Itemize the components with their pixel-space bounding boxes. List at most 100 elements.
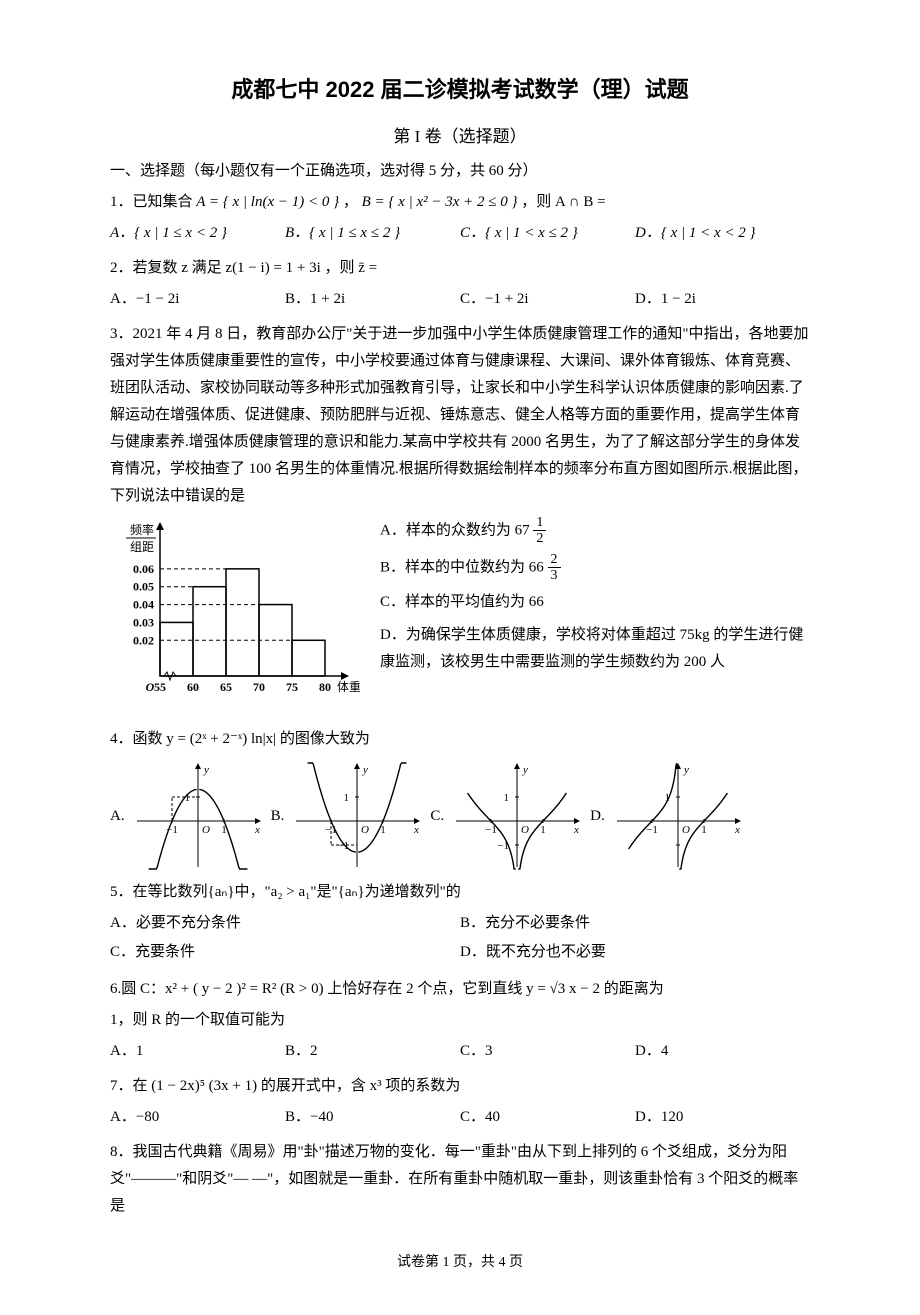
q3-opt-c: C．样本的平均值约为 66 [380,589,810,616]
question-7: 7．在 (1 − 2x)⁵ (3x + 1) 的展开式中，含 x³ 项的系数为 … [110,1073,810,1131]
q2-options: A．−1 − 2i B．1 + 2i C．−1 + 2i D．1 − 2i [110,286,810,313]
q5-opt-b: B．充分不必要条件 [460,910,810,937]
question-5: 5．在等比数列{aₙ}中，"a₂ > a₁"是"{aₙ}为递增数列"的 A．必要… [110,879,810,968]
q6-opt-c: C．3 [460,1038,635,1065]
q4-label-b: B. [271,803,285,830]
q2-opt-c: C．−1 + 2i [460,286,635,313]
q1-sep: ， [343,194,358,210]
q5-text: 5．在等比数列{aₙ}中，"a₂ > a₁"是"{aₙ}为递增数列"的 [110,879,810,906]
page-footer: 试卷第 1 页，共 4 页 [110,1250,810,1275]
q3-options: A．样本的众数约为 67 12 B．样本的中位数约为 66 23 C．样本的平均… [380,516,810,716]
svg-text:1: 1 [701,824,707,836]
q3-histogram: 频率组距0.020.030.040.050.06556065707580O体重/… [110,516,360,716]
q4-label-c: C. [430,803,444,830]
q7-opt-b: B．−40 [285,1104,460,1131]
q7-opt-a: A．−80 [110,1104,285,1131]
q1-opt-c: C．{ x | 1 < x ≤ 2 } [460,220,635,247]
q3-opt-b: B．样本的中位数约为 66 23 [380,553,810,583]
q1-opt-d: D．{ x | 1 < x < 2 } [635,220,810,247]
q2-text: 2．若复数 z 满足 z(1 − i) = 1 + 3i ，则 z̄ = [110,255,810,282]
exam-subtitle: 第 I 卷（选择题） [110,122,810,153]
q1-set-a: A = { x | ln(x − 1) < 0 } [196,194,339,210]
q5-opt-d: D．既不充分也不必要 [460,939,810,966]
svg-text:y: y [362,764,368,776]
q1-pre: 1．已知集合 [110,194,196,210]
q4-graph-b: yxO−111−1 [292,761,422,871]
q6-line1: 6.圆 C：x² + ( y − 2 )² = R² (R > 0) 上恰好存在… [110,976,810,1003]
q6-opt-d: D．4 [635,1038,810,1065]
svg-text:0.02: 0.02 [133,633,154,647]
q4-label-a: A. [110,803,125,830]
question-1: 1．已知集合 A = { x | ln(x − 1) < 0 } ， B = {… [110,189,810,247]
q2-opt-b: B．1 + 2i [285,286,460,313]
q3-opt-a: A．样本的众数约为 67 12 [380,516,810,546]
svg-text:y: y [522,764,528,776]
svg-text:频率: 频率 [130,522,154,537]
q3-opt-d: D．为确保学生体质健康，学校将对体重超过 75kg 的学生进行健康监测，该校男生… [380,622,810,676]
svg-text:O: O [202,824,210,836]
q4-text: 4．函数 y = (2ˣ + 2⁻ˣ) ln|x| 的图像大致为 [110,726,810,753]
q3-opt-a-frac: 12 [533,516,546,546]
q7-opt-c: C．40 [460,1104,635,1131]
q1-text: 1．已知集合 A = { x | ln(x − 1) < 0 } ， B = {… [110,189,810,216]
svg-text:组距: 组距 [130,540,154,554]
question-3: 3．2021 年 4 月 8 日，教育部办公厅"关于进一步加强中小学生体质健康管… [110,321,810,716]
q3-opt-a-int: 67 [515,523,530,539]
svg-text:0.05: 0.05 [133,580,154,594]
question-8: 8．我国古代典籍《周易》用"卦"描述万物的变化．每一"重卦"由从下到上排列的 6… [110,1139,810,1220]
exam-title: 成都七中 2022 届二诊模拟考试数学（理）试题 [110,70,810,110]
svg-text:O: O [682,824,690,836]
q3-opt-b-pre: B．样本的中位数约为 [380,559,525,575]
svg-text:x: x [254,824,260,836]
q3-opt-b-frac: 23 [548,553,561,583]
q4-graph-c: yxO−111−1 [452,761,582,871]
svg-text:y: y [203,764,209,776]
svg-text:O: O [361,824,369,836]
svg-text:0.03: 0.03 [133,616,154,630]
q7-options: A．−80 B．−40 C．40 D．120 [110,1104,810,1131]
q1-opt-a: A．{ x | 1 ≤ x < 2 } [110,220,285,247]
svg-text:O: O [146,680,155,694]
q3-opt-b-int: 66 [529,559,544,575]
q1-post: ，则 A ∩ B = [521,194,605,210]
q4-graph-a: yxO−111 [133,761,263,871]
question-6: 6.圆 C：x² + ( y − 2 )² = R² (R > 0) 上恰好存在… [110,976,810,1065]
svg-text:体重/kg: 体重/kg [337,680,360,694]
q6-opt-b: B．2 [285,1038,460,1065]
q6-opt-a: A．1 [110,1038,285,1065]
svg-text:x: x [573,824,579,836]
q2-opt-d: D．1 − 2i [635,286,810,313]
svg-text:1: 1 [540,824,546,836]
q5-opt-c: C．充要条件 [110,939,460,966]
q1-options: A．{ x | 1 ≤ x < 2 } B．{ x | 1 ≤ x ≤ 2 } … [110,220,810,247]
svg-text:80: 80 [319,680,331,694]
svg-text:y: y [683,764,689,776]
q3-opt-a-pre: A．样本的众数约为 [380,523,511,539]
svg-text:O: O [521,824,529,836]
q2-opt-a: A．−1 − 2i [110,286,285,313]
section-1-heading: 一、选择题（每小题仅有一个正确选项，选对得 5 分，共 60 分） [110,158,810,185]
svg-text:60: 60 [187,680,199,694]
q1-set-b: B = { x | x² − 3x + 2 ≤ 0 } [362,194,518,210]
question-2: 2．若复数 z 满足 z(1 − i) = 1 + 3i ，则 z̄ = A．−… [110,255,810,313]
svg-text:70: 70 [253,680,265,694]
q8-text: 8．我国古代典籍《周易》用"卦"描述万物的变化．每一"重卦"由从下到上排列的 6… [110,1139,810,1220]
svg-text:x: x [734,824,740,836]
q7-opt-d: D．120 [635,1104,810,1131]
q4-label-d: D. [590,803,605,830]
svg-text:65: 65 [220,680,232,694]
q4-graphs: A. yxO−111 B. yxO−111−1 C. yxO−111−1 D. … [110,761,810,871]
q7-text: 7．在 (1 − 2x)⁵ (3x + 1) 的展开式中，含 x³ 项的系数为 [110,1073,810,1100]
q3-para: 3．2021 年 4 月 8 日，教育部办公厅"关于进一步加强中小学生体质健康管… [110,321,810,510]
svg-text:−1: −1 [497,840,509,852]
svg-text:55: 55 [154,680,166,694]
svg-text:1: 1 [344,792,350,804]
svg-text:0.06: 0.06 [133,562,154,576]
q6-options: A．1 B．2 C．3 D．4 [110,1038,810,1065]
question-4: 4．函数 y = (2ˣ + 2⁻ˣ) ln|x| 的图像大致为 A. yxO−… [110,726,810,871]
q1-opt-b: B．{ x | 1 ≤ x ≤ 2 } [285,220,460,247]
svg-text:0.04: 0.04 [133,598,154,612]
q5-opt-a: A．必要不充分条件 [110,910,460,937]
svg-text:1: 1 [504,792,510,804]
svg-text:x: x [413,824,419,836]
